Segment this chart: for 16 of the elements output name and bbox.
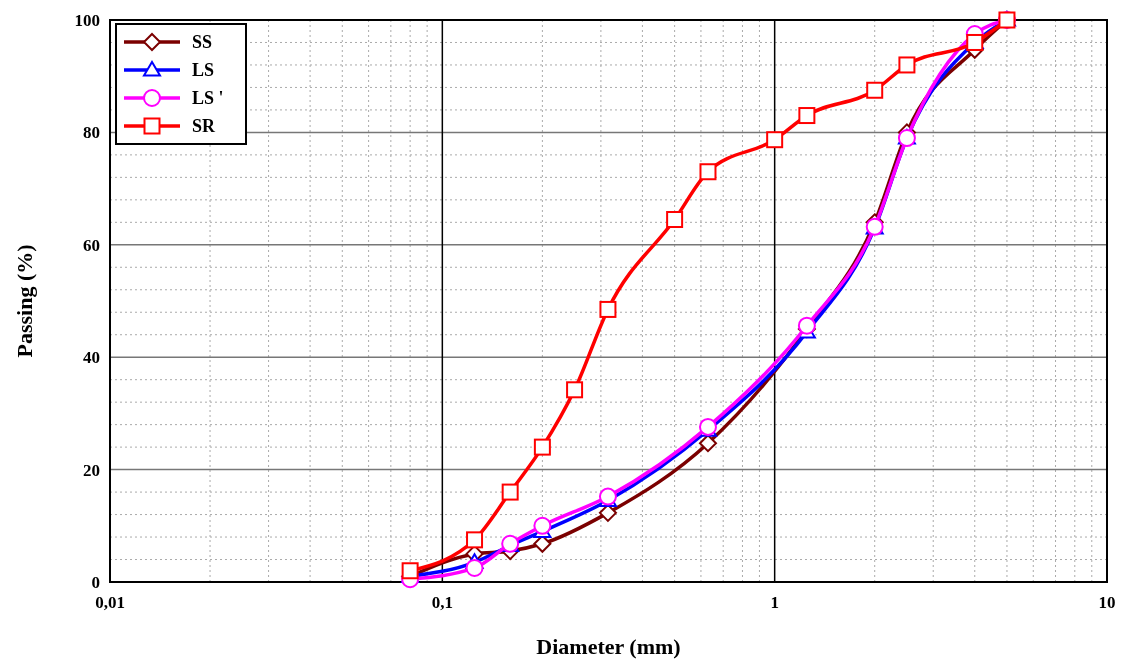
y-axis-title: Passing (%) [12,244,37,358]
x-tick-label: 1 [770,593,779,612]
legend-label: SR [192,116,217,136]
y-tick-label: 80 [83,123,100,143]
y-tick-label: 0 [91,573,100,592]
y-tick-label: 20 [83,460,100,480]
legend-label: LS ' [192,88,224,108]
legend-label: LS [192,60,215,80]
x-tick-label: 0,01 [95,593,125,612]
x-axis-title: Diameter (mm) [536,634,681,659]
y-tick-label: 100 [74,11,100,30]
legend-label: SS [192,32,213,52]
y-tick-label: 40 [83,348,100,368]
y-tick-label: 60 [83,235,100,255]
x-tick-label: 10 [1098,593,1116,612]
x-tick-label: 0,1 [431,593,453,612]
